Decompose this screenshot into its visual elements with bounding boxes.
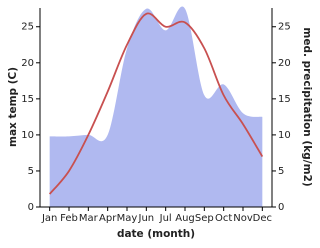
y-axis-label: max temp (C) — [7, 67, 19, 147]
x-axis-label: date (month) — [117, 228, 195, 240]
x-tick-label: Dec — [253, 213, 272, 224]
y2-tick-label: 10 — [278, 130, 291, 141]
y-tick-label: 15 — [21, 94, 34, 105]
y2-tick-label: 15 — [278, 94, 291, 105]
x-tick-label: Oct — [215, 213, 232, 224]
y-tick-label: 10 — [21, 130, 34, 141]
y2-axis-label: med. precipitation (kg/m2) — [301, 27, 313, 186]
y-tick-label: 0 — [28, 202, 34, 213]
y2-tick-label: 5 — [278, 166, 284, 177]
x-tick-label: Jan — [41, 213, 57, 224]
x-tick-label: Sep — [195, 213, 214, 224]
x-tick-label: Mar — [79, 213, 99, 224]
precip-area — [49, 6, 263, 207]
x-tick-label: Apr — [99, 213, 117, 224]
x-tick-label: May — [117, 213, 138, 224]
y2-tick-label: 20 — [278, 58, 291, 69]
chart: date (month) max temp (C) med. precipita… — [7, 6, 313, 240]
y-tick-label: 5 — [28, 166, 34, 177]
y-tick-label: 20 — [21, 58, 34, 69]
x-tick-label: Jun — [138, 213, 155, 224]
y-tick-label: 25 — [21, 22, 34, 33]
temp-line — [48, 12, 264, 195]
y2-tick-label: 0 — [278, 202, 284, 213]
x-tick-label: Nov — [233, 213, 253, 224]
y2-tick-label: 25 — [278, 22, 291, 33]
x-tick-label: Jul — [159, 213, 172, 224]
x-tick-label: Feb — [60, 213, 78, 224]
x-tick-label: Aug — [175, 213, 195, 224]
